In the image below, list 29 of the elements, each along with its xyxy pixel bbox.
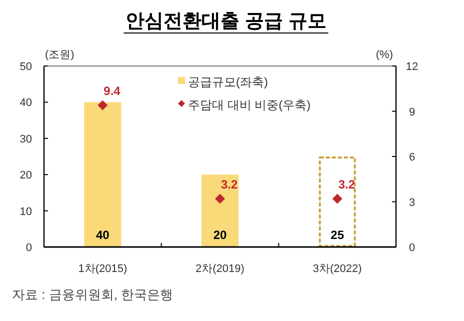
data-label: 9.4 [104,84,121,98]
y-tick-label: 50 [20,61,32,73]
y2-tick-label: 6 [408,152,416,164]
data-label: 25 [330,228,344,242]
text: 자료 : 금융위원회, 한국은행 [12,287,174,302]
y2-tick-label: 0 [408,242,416,254]
bar [84,102,122,247]
x-tick-label: 3차(2022) [312,263,362,275]
bar [318,156,356,247]
legend-label: 주담대 대비 비중(우축) [188,98,311,112]
data-label: 40 [96,228,110,242]
x-tick-label: 2차(2019) [196,263,244,275]
legend-label: 공급규모(좌축) [188,75,268,89]
data-label: 20 [213,228,227,242]
y-tick-label: 10 [20,206,32,218]
y-tick-label: 20 [20,170,32,182]
data-label: 3.2 [221,178,238,192]
y-tick-label: 30 [20,133,32,146]
y2-tick-label: 9 [408,106,416,118]
bar [202,174,238,247]
y2-axis-title: (%) [376,49,393,61]
x-tick-label: 1차(2015) [78,263,128,275]
y2-tick-label: 3 [408,196,416,209]
y-tick-label: 0 [26,242,32,254]
chart-title: 안심전환대출 공급 규모 [126,11,326,32]
y-tick-label: 40 [20,97,32,110]
data-label: 3.2 [338,178,356,192]
y-axis-title: (조원) [45,49,74,61]
y2-tick-label: 12 [406,61,418,73]
